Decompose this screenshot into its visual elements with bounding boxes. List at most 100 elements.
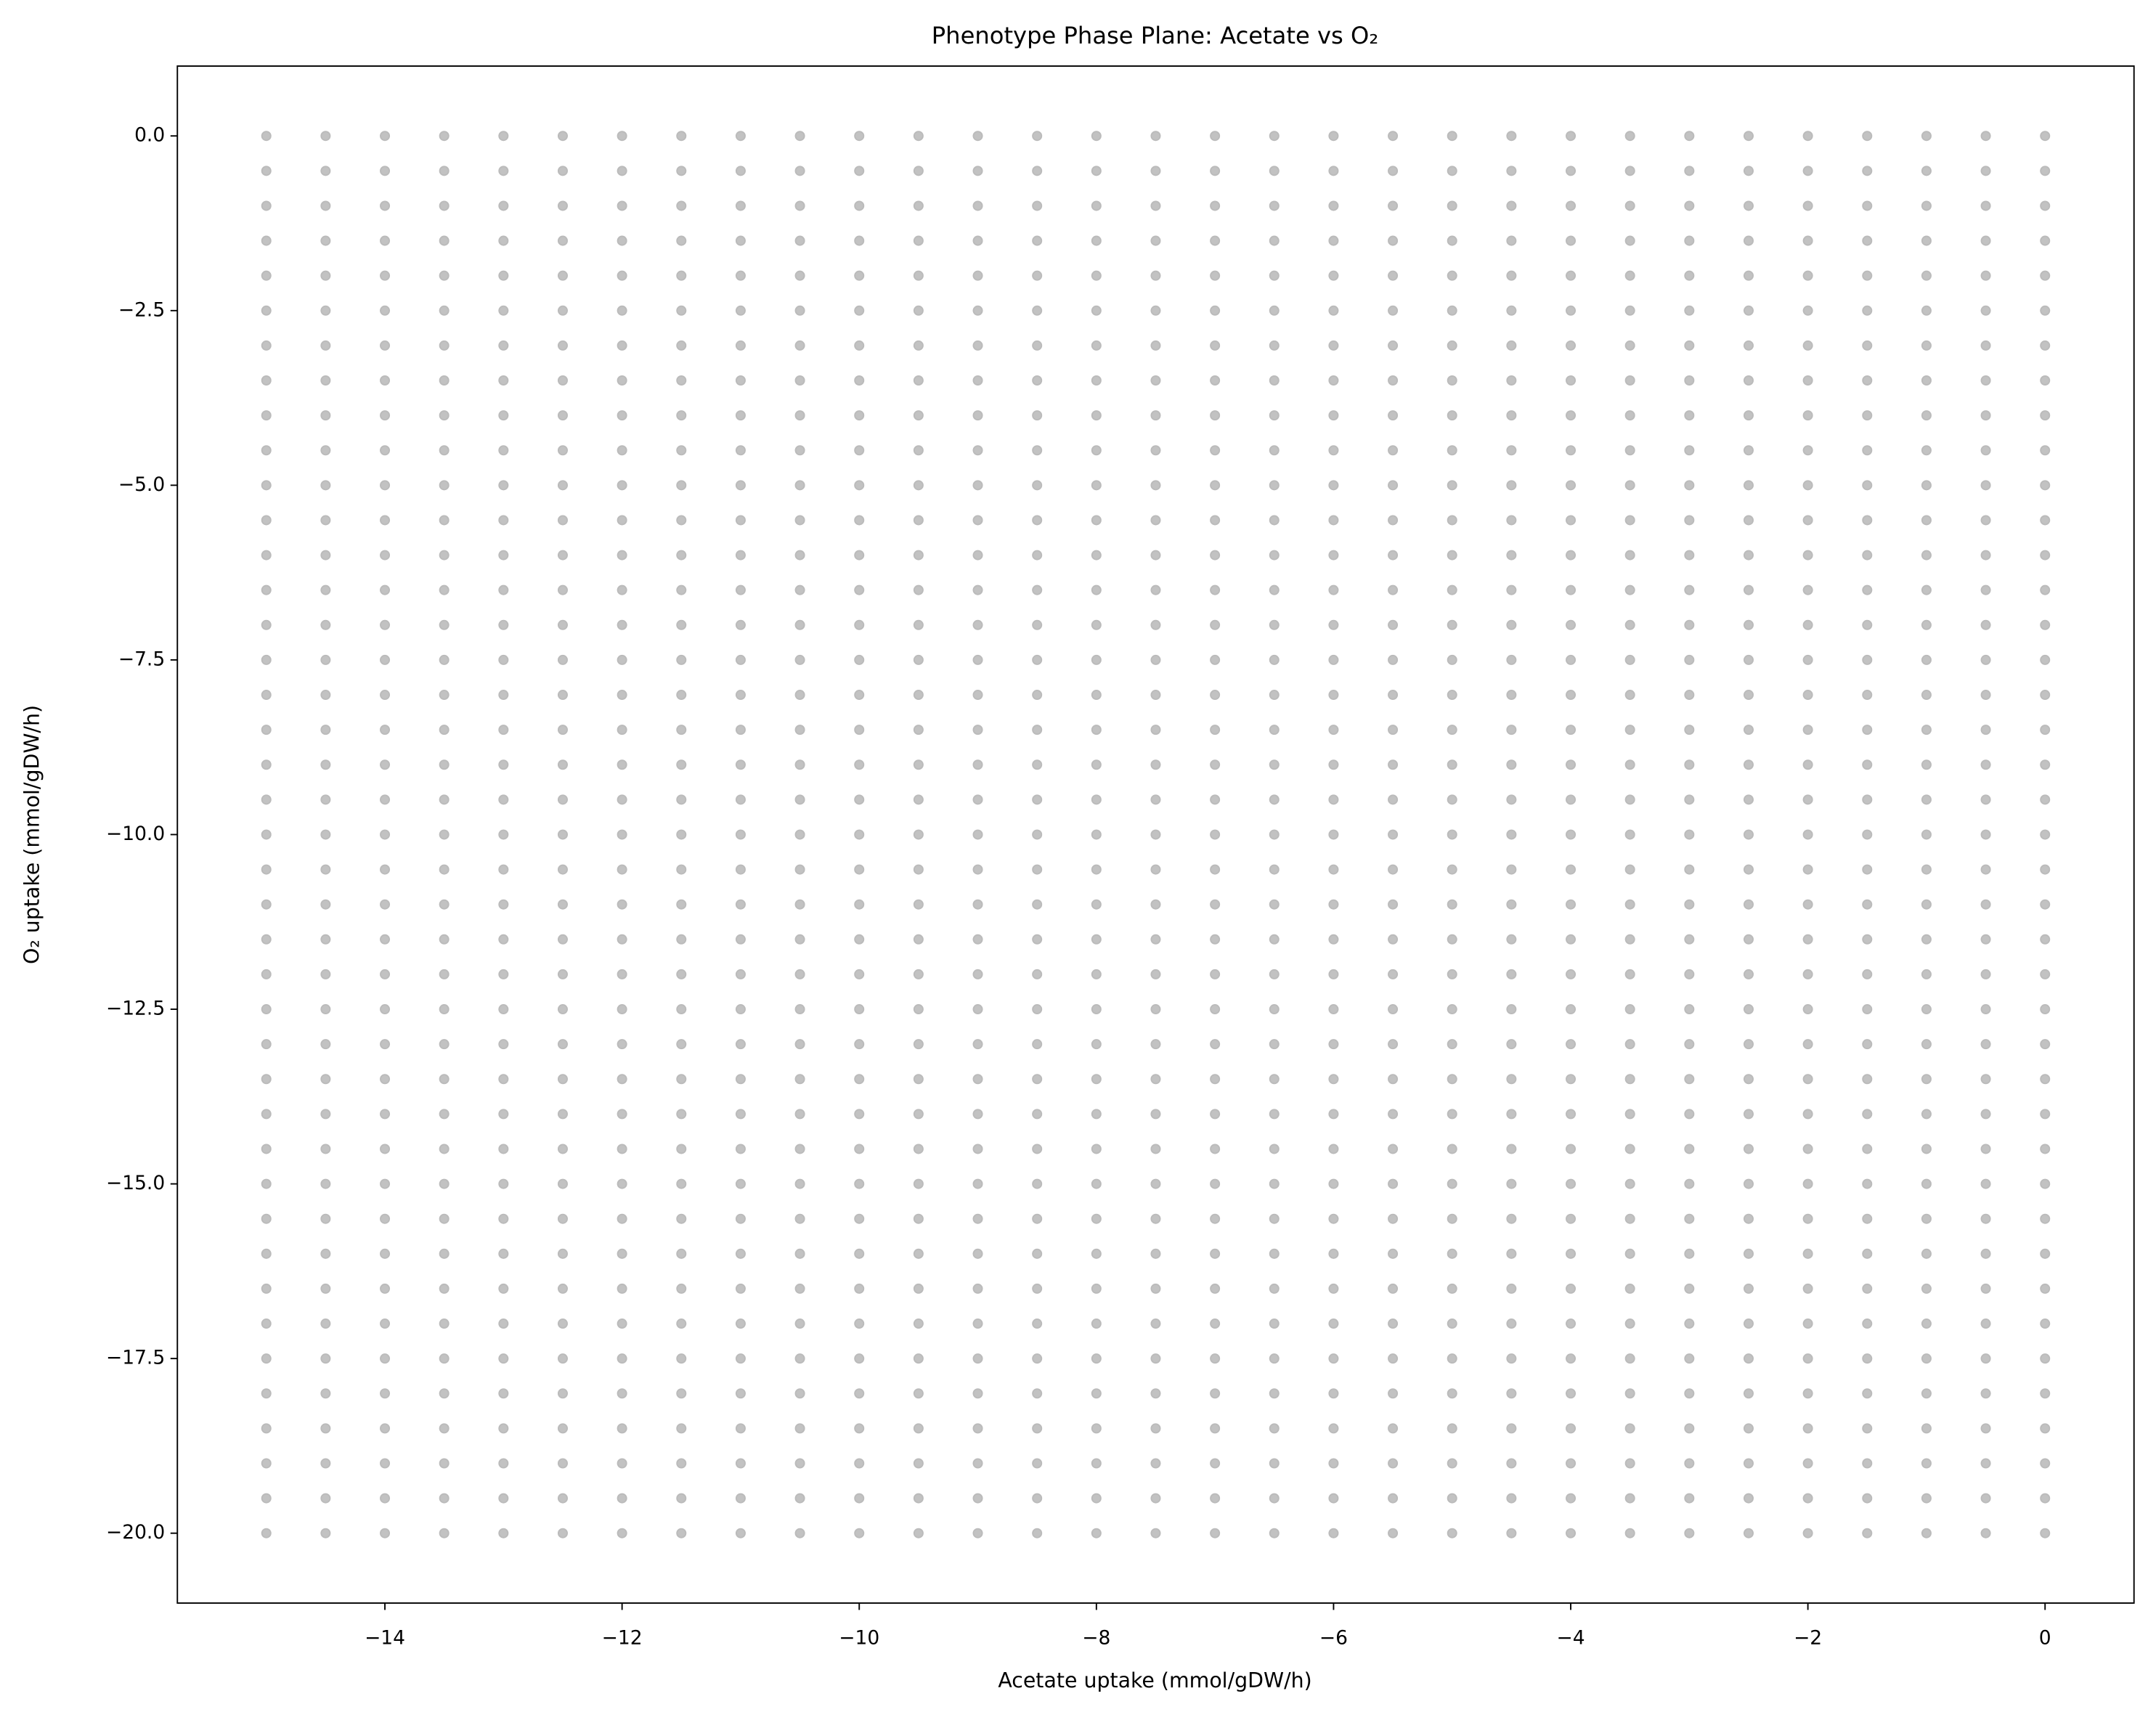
- point: [1980, 166, 1991, 176]
- point: [913, 1493, 924, 1504]
- point: [1684, 270, 1695, 281]
- point: [794, 1283, 805, 1294]
- point: [617, 166, 627, 176]
- point: [261, 200, 272, 211]
- point: [1506, 1423, 1517, 1434]
- point: [1388, 1388, 1399, 1399]
- point: [439, 410, 449, 421]
- point: [617, 480, 627, 491]
- point: [439, 166, 449, 176]
- point: [1150, 934, 1161, 945]
- point: [676, 1248, 687, 1259]
- point: [1388, 1283, 1399, 1294]
- y-tick-label: −7.5: [118, 648, 165, 670]
- point: [617, 410, 627, 421]
- point: [617, 1318, 627, 1329]
- point: [1328, 1493, 1339, 1504]
- point: [261, 550, 272, 561]
- point: [1150, 410, 1161, 421]
- point: [1921, 1283, 1932, 1294]
- point: [1743, 1388, 1754, 1399]
- point: [380, 619, 391, 630]
- point: [676, 794, 687, 805]
- point: [1091, 864, 1102, 875]
- point: [557, 725, 568, 735]
- point: [1210, 340, 1221, 351]
- point: [1032, 131, 1043, 142]
- point: [557, 1178, 568, 1189]
- point: [2040, 1388, 2051, 1399]
- point: [1388, 270, 1399, 281]
- point: [380, 1283, 391, 1294]
- point: [1447, 1109, 1457, 1120]
- point: [794, 1493, 805, 1504]
- point: [676, 1004, 687, 1015]
- point: [854, 654, 865, 665]
- point: [1447, 864, 1457, 875]
- point: [854, 1318, 865, 1329]
- point: [1328, 1213, 1339, 1224]
- point: [735, 270, 746, 281]
- point: [1388, 1213, 1399, 1224]
- point: [1921, 550, 1932, 561]
- point: [1210, 1144, 1221, 1154]
- point: [1447, 200, 1457, 211]
- point: [2040, 550, 2051, 561]
- point: [2040, 1074, 2051, 1085]
- point: [2040, 1213, 2051, 1224]
- point: [1566, 969, 1577, 979]
- point: [557, 1144, 568, 1154]
- point: [1210, 969, 1221, 979]
- point: [794, 1458, 805, 1469]
- point: [1328, 654, 1339, 665]
- point: [1802, 794, 1813, 805]
- point: [557, 1074, 568, 1085]
- point: [1447, 725, 1457, 735]
- point: [1921, 200, 1932, 211]
- point: [1150, 340, 1161, 351]
- point: [1150, 584, 1161, 595]
- point: [972, 235, 983, 246]
- point: [854, 1074, 865, 1085]
- point: [794, 235, 805, 246]
- point: [2040, 480, 2051, 491]
- point: [1980, 1109, 1991, 1120]
- point: [380, 1493, 391, 1504]
- point: [1447, 375, 1457, 386]
- point: [1624, 794, 1635, 805]
- point: [1506, 1074, 1517, 1085]
- point: [1566, 654, 1577, 665]
- point: [1506, 690, 1517, 701]
- point: [380, 690, 391, 701]
- point: [972, 1318, 983, 1329]
- point: [1210, 1004, 1221, 1015]
- point: [1447, 166, 1457, 176]
- point: [794, 131, 805, 142]
- point: [557, 690, 568, 701]
- point: [794, 340, 805, 351]
- point: [854, 1528, 865, 1538]
- point: [1388, 584, 1399, 595]
- point: [1684, 1423, 1695, 1434]
- point: [557, 1248, 568, 1259]
- point: [1328, 1353, 1339, 1364]
- point: [380, 445, 391, 456]
- point: [1862, 1388, 1873, 1399]
- y-tick-label: 0.0: [134, 124, 165, 147]
- point: [913, 1004, 924, 1015]
- point: [1566, 1144, 1577, 1154]
- point: [1624, 619, 1635, 630]
- point: [1032, 235, 1043, 246]
- point: [320, 1109, 331, 1120]
- point: [1328, 1109, 1339, 1120]
- point: [1328, 619, 1339, 630]
- point: [913, 584, 924, 595]
- point: [380, 131, 391, 142]
- point: [1032, 1074, 1043, 1085]
- point: [498, 515, 509, 526]
- point: [794, 305, 805, 316]
- point: [1328, 759, 1339, 770]
- x-axis-label: Acetate uptake (mmol/gDW/h): [998, 1668, 1311, 1692]
- point: [617, 375, 627, 386]
- point: [380, 1353, 391, 1364]
